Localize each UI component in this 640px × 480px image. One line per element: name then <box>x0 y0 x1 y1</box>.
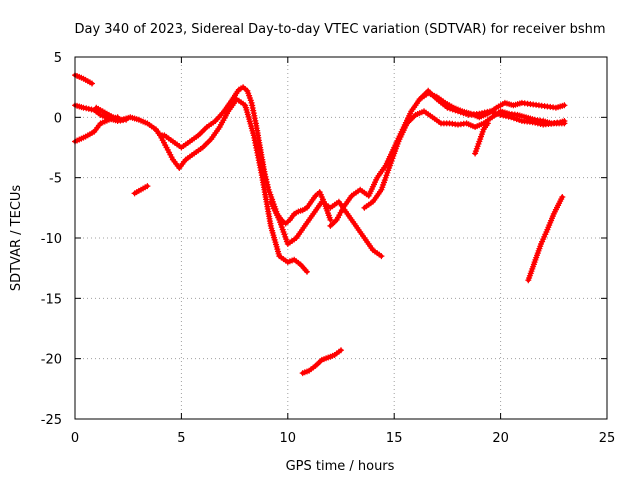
series-line <box>94 85 333 226</box>
series-markers <box>416 87 568 128</box>
series-arc-5 <box>152 96 310 275</box>
series-arc-10 <box>416 87 568 128</box>
x-tick-label: 25 <box>599 431 616 446</box>
y-tick-label: -5 <box>49 172 62 187</box>
y-tick-label: -15 <box>41 292 62 307</box>
series-markers <box>131 183 151 197</box>
series-arc-4 <box>93 84 334 227</box>
x-tick-label: 15 <box>386 431 403 446</box>
series-arc-6 <box>131 183 151 197</box>
y-tick-label: -20 <box>41 353 62 368</box>
y-tick-label: 0 <box>54 111 62 126</box>
axis-ticks: 0 5 10 15 20 25 5 0 -5 -10 -15 -20 -25 <box>41 51 616 446</box>
series-markers <box>93 84 334 227</box>
series-markers <box>525 194 566 284</box>
series-arc-11 <box>472 120 491 157</box>
series-line <box>153 97 309 274</box>
series-arc-9 <box>361 108 568 211</box>
y-tick-label: -10 <box>41 232 62 247</box>
series-markers <box>152 96 310 275</box>
y-tick-label: 5 <box>54 51 62 66</box>
grid <box>75 57 607 419</box>
plot-frame <box>74 56 608 420</box>
x-tick-label: 10 <box>280 431 297 446</box>
x-tick-label: 20 <box>492 431 509 446</box>
chart-title: Day 340 of 2023, Sidereal Day-to-day VTE… <box>74 22 605 37</box>
y-axis-label: SDTVAR / TECUs <box>9 185 24 292</box>
series-arc-13 <box>525 194 566 284</box>
x-axis-label: GPS time / hours <box>286 459 395 474</box>
data-series <box>72 72 568 377</box>
series-arc-12 <box>299 347 344 377</box>
series-markers <box>472 120 491 157</box>
x-tick-label: 5 <box>177 431 185 446</box>
x-tick-label: 0 <box>71 431 79 446</box>
series-markers <box>299 347 344 377</box>
y-tick-label: -25 <box>41 413 62 428</box>
